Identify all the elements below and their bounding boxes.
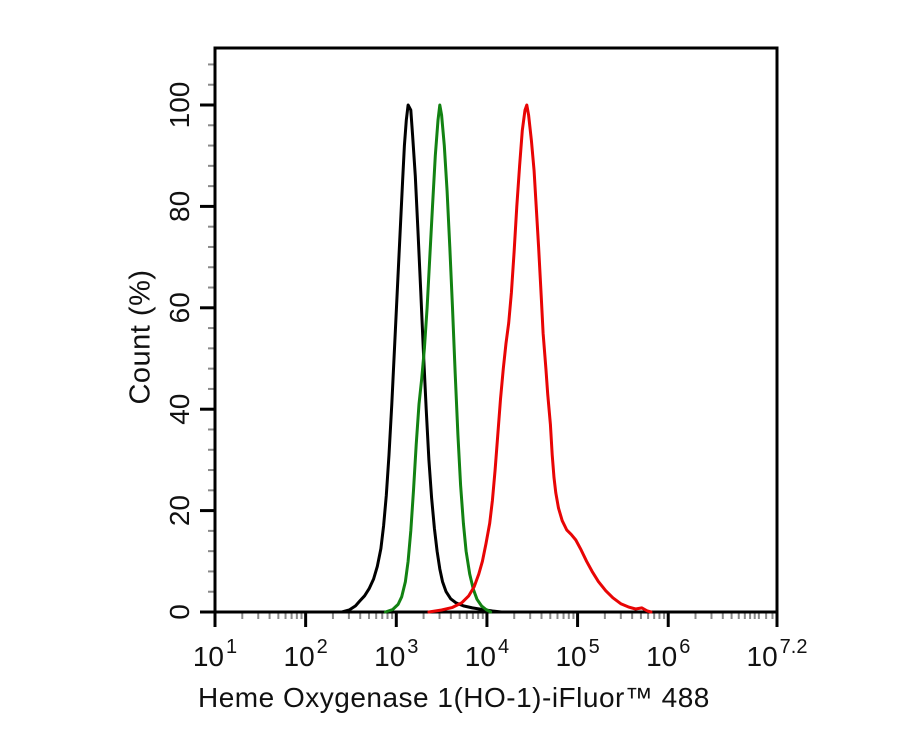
y-tick-label: 60 [164,292,195,323]
x-tick-label: 10 5 [555,636,599,672]
x-tick-label: 10 6 [646,636,690,672]
y-tick-label: 80 [164,191,195,222]
red-curve [427,103,653,614]
y-tick-label: 100 [164,82,195,129]
y-axis-title: Count (%) [124,269,157,405]
x-tick-label: 10 2 [284,636,328,672]
x-axis-title: Heme Oxygenase 1(HO-1)-iFluor™ 488 [198,682,710,713]
x-tick-label: 10 3 [374,636,418,672]
y-tick-label: 20 [164,495,195,526]
plot-box [213,46,779,614]
x-tick-label: 10 4 [465,636,509,672]
x-tick-label: 10 7.2 [747,636,808,672]
green-curve [383,103,493,614]
y-tick-label: 40 [164,394,195,425]
black-curve [340,103,503,614]
x-tick-label: 10 1 [193,636,237,672]
y-tick-label: 0 [164,604,195,620]
